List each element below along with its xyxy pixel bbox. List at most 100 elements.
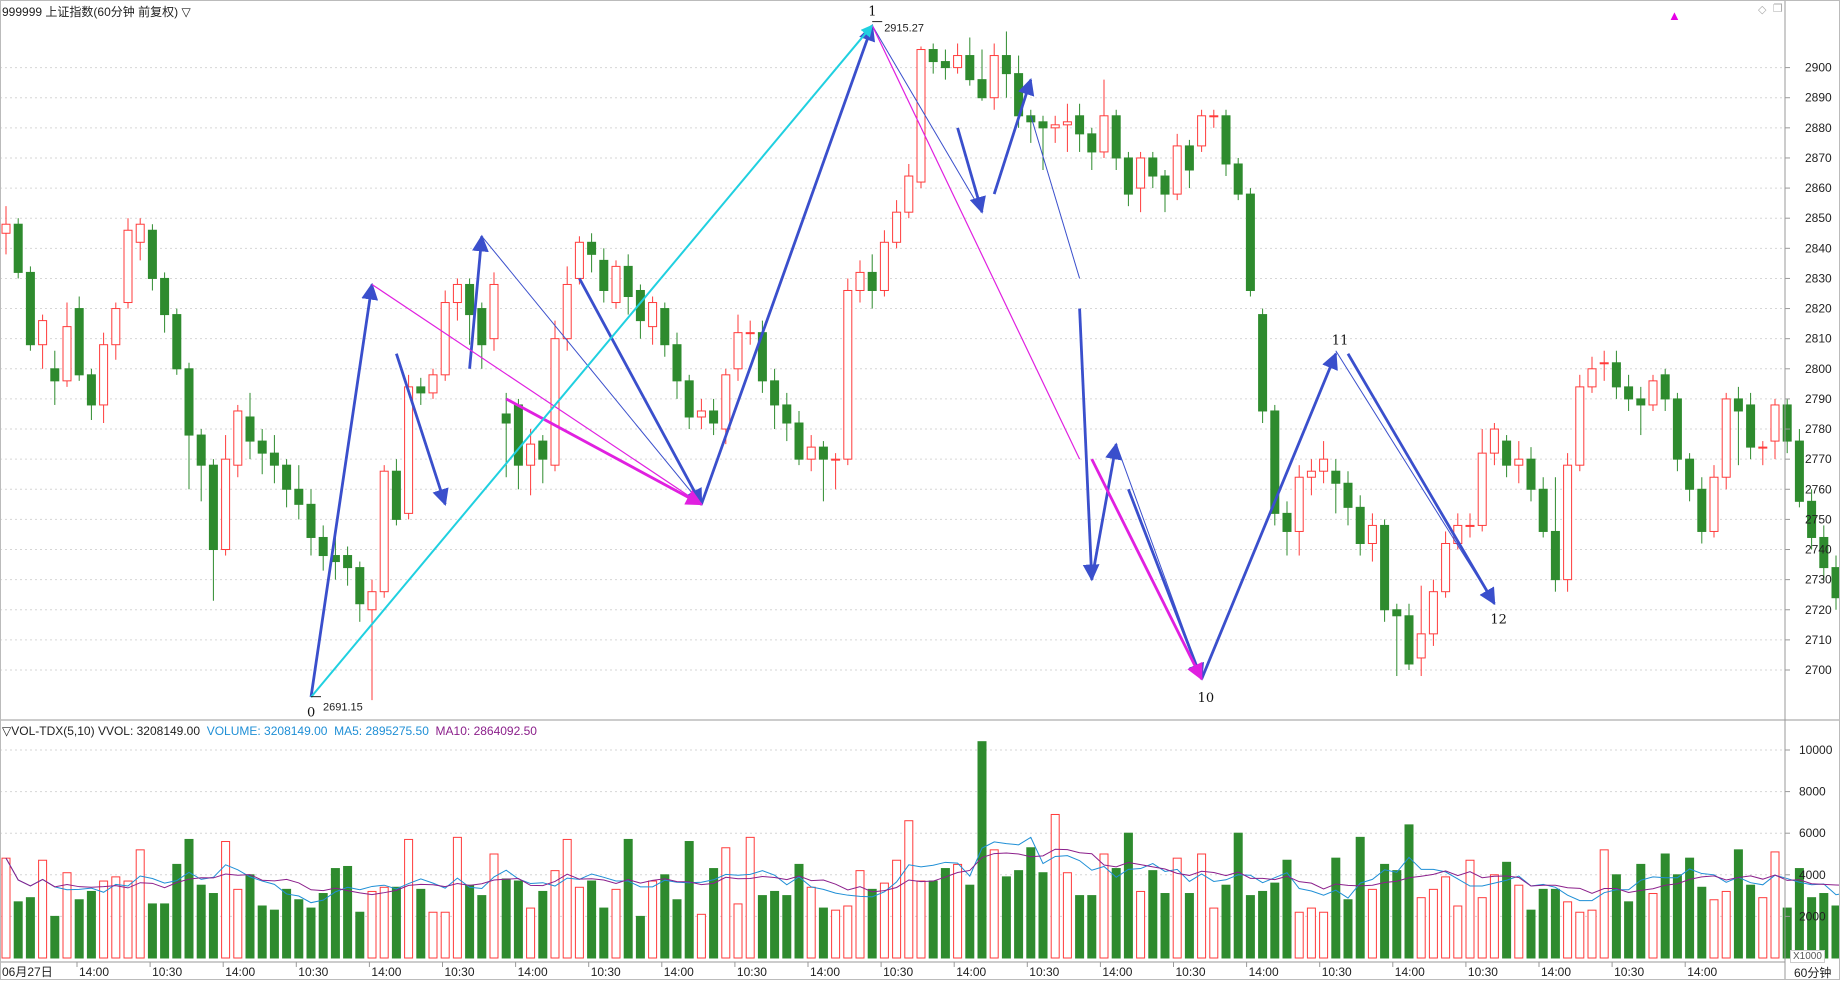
candle-body: [1611, 362, 1621, 388]
volume-bar: [538, 890, 548, 959]
volume-bar: [208, 893, 218, 959]
volume-bar: [1563, 901, 1573, 959]
volume-bar: [794, 863, 804, 959]
volume-bar: [660, 874, 670, 959]
time-tick-label: 10:30: [298, 965, 328, 979]
time-tick-label: 14:00: [1102, 965, 1132, 979]
wave-price-note: 2691.15: [323, 702, 363, 714]
candle-body: [1172, 145, 1182, 195]
volume-bar: [611, 888, 621, 959]
volume-bar: [940, 868, 950, 959]
time-tick-label: 10:30: [1029, 965, 1059, 979]
wave-segment-minor: [1030, 115, 1081, 279]
price-tick-label: 2810: [1805, 332, 1832, 346]
volume-bar: [99, 880, 109, 959]
volume-bar: [1087, 895, 1097, 959]
candle-body: [501, 413, 511, 424]
candle-body: [1038, 121, 1048, 129]
volume-bar: [1575, 911, 1585, 959]
volume-bar: [1611, 874, 1621, 959]
candle-body: [574, 241, 584, 279]
wave-segment-major: [992, 78, 1035, 195]
volume-bar: [1319, 911, 1329, 959]
volume-axis: 2000 4000 6000 8000 10000: [1785, 743, 1833, 923]
time-tick-label: 14:00: [1687, 965, 1717, 979]
candle-body: [172, 314, 182, 370]
volume-bar: [123, 880, 133, 959]
chart-title[interactable]: 999999 上证指数(60分钟 前复权) ▽: [2, 3, 191, 20]
volume-bar: [1697, 886, 1707, 959]
candle-body: [745, 332, 755, 335]
time-tick-label: 10:30: [591, 965, 621, 979]
candle-body: [1075, 115, 1085, 135]
wave-segment-major: [395, 353, 449, 506]
wave-segment-major: [1200, 352, 1338, 680]
candle-body: [160, 277, 170, 316]
volume-bar: [501, 878, 511, 959]
volume-bar: [1441, 876, 1451, 959]
candle-body: [989, 55, 999, 99]
volume-bar: [587, 880, 597, 959]
volume-bar: [806, 886, 816, 959]
candle-body: [50, 368, 60, 382]
candle-body: [770, 380, 780, 406]
volume-bar: [550, 870, 560, 959]
volume-indicator-name: VOL-TDX(5,10): [11, 724, 95, 738]
candle-body: [306, 503, 316, 538]
candle-body: [477, 308, 487, 346]
volume-bar: [1050, 813, 1060, 959]
candle-body: [1514, 458, 1524, 466]
candle-body: [135, 223, 145, 243]
wave-label: 0: [307, 706, 315, 721]
volume-bar: [74, 899, 84, 959]
diamond-outline-icon[interactable]: ◇: [1758, 4, 1767, 16]
candle-body: [721, 374, 731, 430]
candle-body: [1526, 458, 1536, 490]
candle-body: [1111, 115, 1121, 159]
time-tick-label: 06月27日: [2, 965, 53, 979]
price-tick-label: 2790: [1805, 392, 1832, 406]
volume-toggle-icon[interactable]: ▽: [2, 724, 12, 738]
candle-body: [1831, 567, 1840, 599]
volume-bar: [1538, 888, 1548, 959]
period-switch[interactable]: 60分钟: [1794, 966, 1832, 980]
candle-body: [294, 488, 304, 505]
volume-bar: [843, 905, 853, 959]
volume-bar: [879, 882, 889, 959]
candle-body: [1258, 314, 1268, 412]
candle-body: [416, 386, 426, 394]
time-tick-label: 14:00: [1541, 965, 1571, 979]
volume-header[interactable]: ▽VOL-TDX(5,10) VVOL: 3208149.00 VOLUME: …: [2, 724, 537, 738]
candle-body: [538, 440, 548, 460]
restore-window-icon[interactable]: ❐: [1773, 3, 1783, 15]
volume-bar: [916, 880, 926, 959]
volume-bar: [38, 859, 48, 959]
volume-bar: [1270, 882, 1280, 959]
candle-body: [953, 55, 963, 69]
volume-bar: [111, 876, 121, 959]
candle-body: [1282, 512, 1292, 532]
volume-bar: [1392, 870, 1402, 959]
title-menu-icon[interactable]: ▽: [181, 5, 191, 19]
wave-segment-major: [1346, 353, 1496, 606]
volume-bar: [1001, 876, 1011, 959]
volume-bar: [1245, 895, 1255, 959]
time-tick-label: 14:00: [810, 965, 840, 979]
volume-bar: [855, 870, 865, 959]
volume-bar: [928, 880, 938, 959]
volume-bar: [1367, 888, 1377, 959]
volume-bar: [1465, 859, 1475, 959]
volume-bar: [294, 899, 304, 959]
volume-bar: [1306, 907, 1316, 959]
volume-bar: [160, 903, 170, 959]
candle-body: [1782, 404, 1792, 442]
volume-bar: [1502, 861, 1512, 959]
price-tick-label: 2740: [1805, 543, 1832, 557]
price-tick-label: 2750: [1805, 512, 1832, 526]
volume-tick-label: 4000: [1799, 868, 1826, 882]
candle-body: [1270, 410, 1280, 514]
candle-body: [318, 536, 328, 557]
volume-bar: [465, 884, 475, 959]
candle-body: [526, 443, 536, 466]
